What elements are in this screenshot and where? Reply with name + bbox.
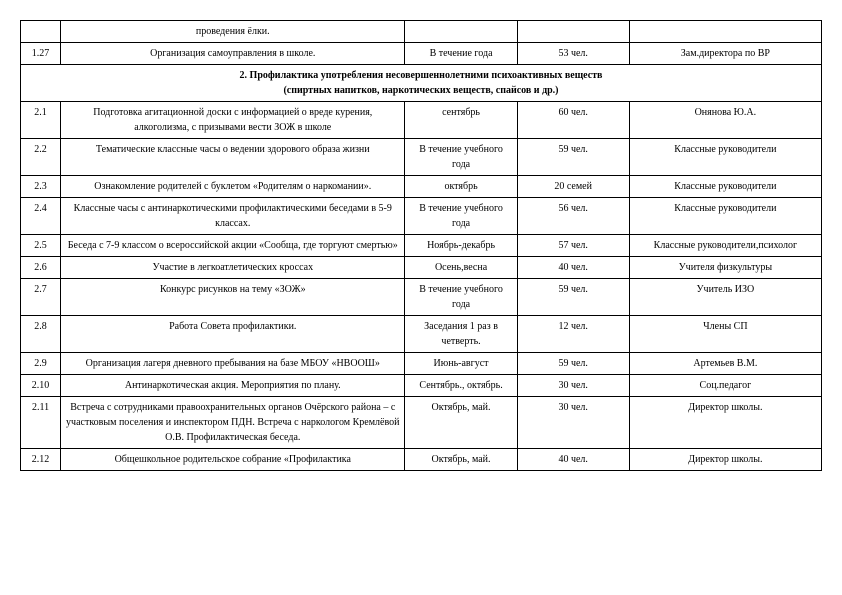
plan-table: проведения ёлки.1.27Организация самоупра…: [20, 20, 822, 471]
row-description: Общешкольное родительское собрание «Проф…: [61, 449, 405, 471]
row-date: [405, 21, 517, 43]
row-count: 30 чел.: [517, 375, 629, 397]
row-responsible: Учитель ИЗО: [629, 279, 821, 316]
row-count: 60 чел.: [517, 102, 629, 139]
row-description: Организация лагеря дневного пребывания н…: [61, 353, 405, 375]
section-title-line2: (спиртных напитков, наркотических вещест…: [25, 83, 817, 98]
table-row: 2.8Работа Совета профилактики.Заседания …: [21, 316, 822, 353]
row-date: В течение учебного года: [405, 198, 517, 235]
row-date: В течение учебного года: [405, 279, 517, 316]
table-row: 2.3Ознакомление родителей с буклетом «Ро…: [21, 176, 822, 198]
section-title-line1: 2. Профилактика употребления несовершенн…: [25, 68, 817, 83]
table-row: 1.27Организация самоуправления в школе.В…: [21, 43, 822, 65]
row-date: Заседания 1 раз в четверть.: [405, 316, 517, 353]
row-responsible: Учителя физкультуры: [629, 257, 821, 279]
row-description: Ознакомление родителей с буклетом «Родит…: [61, 176, 405, 198]
row-number: 2.3: [21, 176, 61, 198]
row-number: 2.5: [21, 235, 61, 257]
table-row: 2.12Общешкольное родительское собрание «…: [21, 449, 822, 471]
row-description: Беседа с 7-9 классом о всероссийской акц…: [61, 235, 405, 257]
row-date: Октябрь, май.: [405, 449, 517, 471]
table-row: 2.9Организация лагеря дневного пребывани…: [21, 353, 822, 375]
table-row: 2.2Тематические классные часы о ведении …: [21, 139, 822, 176]
row-count: 12 чел.: [517, 316, 629, 353]
row-number: 2.9: [21, 353, 61, 375]
row-description: Тематические классные часы о ведении здо…: [61, 139, 405, 176]
row-count: 40 чел.: [517, 449, 629, 471]
row-count: 30 чел.: [517, 397, 629, 449]
row-responsible: Директор школы.: [629, 397, 821, 449]
row-count: 56 чел.: [517, 198, 629, 235]
row-number: 2.6: [21, 257, 61, 279]
row-date: В течение года: [405, 43, 517, 65]
table-row: 2.10Антинаркотическая акция. Мероприятия…: [21, 375, 822, 397]
row-responsible: Директор школы.: [629, 449, 821, 471]
row-responsible: Члены СП: [629, 316, 821, 353]
row-responsible: Классные руководители: [629, 139, 821, 176]
row-number: 1.27: [21, 43, 61, 65]
row-number: 2.1: [21, 102, 61, 139]
row-responsible: Классные руководители: [629, 198, 821, 235]
row-responsible: Зам.директора по ВР: [629, 43, 821, 65]
row-date: Июнь-август: [405, 353, 517, 375]
row-responsible: Классные руководители: [629, 176, 821, 198]
row-date: Ноябрь-декабрь: [405, 235, 517, 257]
row-count: [517, 21, 629, 43]
row-description: Классные часы с антинаркотическими профи…: [61, 198, 405, 235]
section-title: 2. Профилактика употребления несовершенн…: [21, 65, 822, 102]
row-number: 2.10: [21, 375, 61, 397]
row-responsible: Онянова Ю.А.: [629, 102, 821, 139]
row-date: сентябрь: [405, 102, 517, 139]
row-count: 53 чел.: [517, 43, 629, 65]
row-description: Антинаркотическая акция. Мероприятия по …: [61, 375, 405, 397]
row-responsible: [629, 21, 821, 43]
row-description: Работа Совета профилактики.: [61, 316, 405, 353]
section-header-row: 2. Профилактика употребления несовершенн…: [21, 65, 822, 102]
table-row: 2.4Классные часы с антинаркотическими пр…: [21, 198, 822, 235]
row-number: 2.12: [21, 449, 61, 471]
row-description: Организация самоуправления в школе.: [61, 43, 405, 65]
table-row: проведения ёлки.: [21, 21, 822, 43]
row-number: [21, 21, 61, 43]
table-row: 2.7Конкурс рисунков на тему «ЗОЖ»В течен…: [21, 279, 822, 316]
row-number: 2.4: [21, 198, 61, 235]
row-responsible: Соц.педагог: [629, 375, 821, 397]
table-row: 2.5Беседа с 7-9 классом о всероссийской …: [21, 235, 822, 257]
row-description: Подготовка агитационной доски с информац…: [61, 102, 405, 139]
row-count: 20 семей: [517, 176, 629, 198]
row-description: проведения ёлки.: [61, 21, 405, 43]
row-date: Сентябрь., октябрь.: [405, 375, 517, 397]
row-date: октябрь: [405, 176, 517, 198]
row-description: Встреча с сотрудниками правоохранительны…: [61, 397, 405, 449]
row-date: Октябрь, май.: [405, 397, 517, 449]
row-date: Осень,весна: [405, 257, 517, 279]
table-row: 2.11Встреча с сотрудниками правоохраните…: [21, 397, 822, 449]
row-count: 59 чел.: [517, 139, 629, 176]
table-row: 2.1Подготовка агитационной доски с инфор…: [21, 102, 822, 139]
row-number: 2.2: [21, 139, 61, 176]
row-number: 2.7: [21, 279, 61, 316]
row-date: В течение учебного года: [405, 139, 517, 176]
table-row: 2.6Участие в легкоатлетических кроссахОс…: [21, 257, 822, 279]
row-description: Конкурс рисунков на тему «ЗОЖ»: [61, 279, 405, 316]
row-responsible: Классные руководители,психолог: [629, 235, 821, 257]
row-number: 2.11: [21, 397, 61, 449]
row-responsible: Артемьев В.М.: [629, 353, 821, 375]
row-number: 2.8: [21, 316, 61, 353]
row-count: 59 чел.: [517, 353, 629, 375]
row-description: Участие в легкоатлетических кроссах: [61, 257, 405, 279]
row-count: 40 чел.: [517, 257, 629, 279]
row-count: 57 чел.: [517, 235, 629, 257]
row-count: 59 чел.: [517, 279, 629, 316]
